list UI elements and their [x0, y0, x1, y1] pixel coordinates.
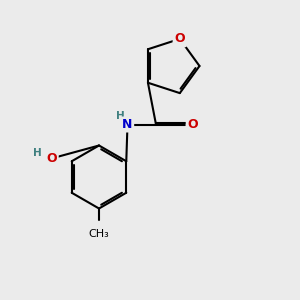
Text: H: H: [116, 111, 125, 121]
Text: CH₃: CH₃: [88, 229, 110, 238]
Text: N: N: [122, 118, 133, 131]
Text: H: H: [33, 148, 42, 158]
Text: O: O: [175, 32, 185, 45]
Text: O: O: [46, 152, 57, 166]
Text: O: O: [188, 118, 198, 131]
